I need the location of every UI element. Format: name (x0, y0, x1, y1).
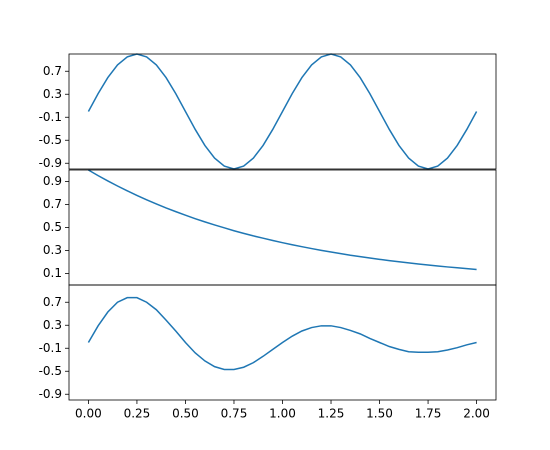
line-series (87, 296, 477, 371)
y-tick-label: -0.1 (39, 341, 62, 355)
y-tick-label: 0.7 (43, 64, 62, 78)
y-tick-label: -0.9 (39, 387, 62, 401)
y-tick-label: -0.5 (39, 364, 62, 378)
x-tick-label: 0.25 (124, 407, 151, 421)
y-tick-label: 0.7 (43, 197, 62, 211)
y-tick-label: -0.1 (39, 110, 62, 124)
axes-frame (68, 53, 497, 170)
x-tick-label: 1.75 (415, 407, 442, 421)
x-tick-label: 1.50 (366, 407, 393, 421)
x-tick-label: 0.50 (172, 407, 199, 421)
y-tick-label: 0.7 (43, 295, 62, 309)
axes-frame (68, 169, 497, 286)
x-tick-label: 0.00 (75, 407, 102, 421)
line-series (88, 169, 477, 271)
y-tick-label: 0.3 (43, 318, 62, 332)
x-tick-label: 0.75 (221, 407, 248, 421)
y-tick-label: 0.3 (43, 87, 62, 101)
x-tick-label: 2.00 (463, 407, 490, 421)
y-tick-label: -0.9 (39, 156, 62, 170)
y-tick-label: -0.5 (39, 133, 62, 147)
y-tick-label: 0.3 (43, 243, 62, 257)
line-series (87, 53, 478, 170)
y-tick-label: 0.5 (43, 220, 62, 234)
y-tick-label: 0.9 (43, 174, 62, 188)
x-tick-label: 1.00 (269, 407, 296, 421)
x-tick-label: 1.25 (318, 407, 345, 421)
axes-frame (68, 284, 497, 401)
y-tick-label: 0.1 (43, 266, 62, 280)
